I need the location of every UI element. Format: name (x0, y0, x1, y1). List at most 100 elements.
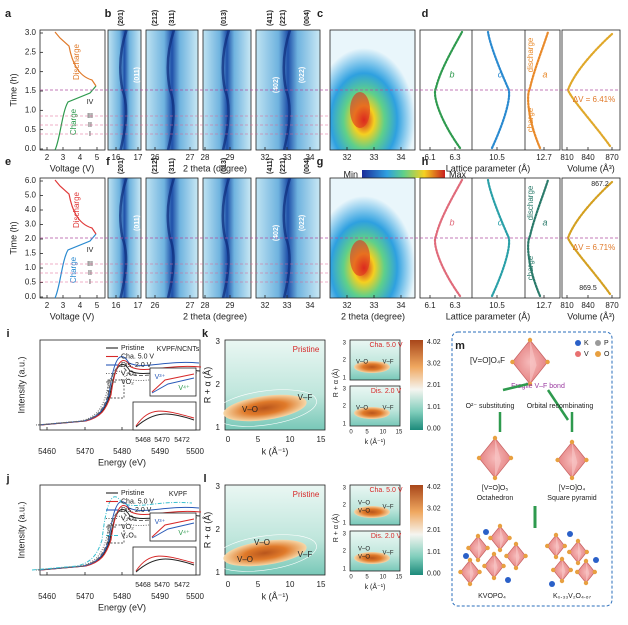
label: III (87, 261, 93, 268)
label: (011) (134, 215, 141, 231)
label: 1 (343, 376, 347, 382)
label: Time (h) (8, 73, 18, 106)
label: O (604, 351, 610, 358)
arrow (546, 389, 570, 421)
panel-letter: g (317, 156, 324, 168)
label: 2 (216, 380, 221, 389)
inset (149, 512, 197, 542)
label: V–O (242, 405, 258, 414)
label: R + α (Å) (331, 514, 340, 542)
label: 33 (370, 153, 379, 162)
label: 2.01 (427, 382, 441, 389)
label: 5 (95, 301, 100, 310)
label: V–F (382, 360, 393, 366)
label: 2 theta (degree) (183, 163, 247, 173)
lattice-b (434, 178, 464, 298)
label: V⁴⁺ (178, 385, 190, 392)
label: 0.00 (427, 571, 441, 578)
label: 5480 (113, 592, 131, 601)
label: 10 (380, 575, 387, 581)
crystal-face (494, 554, 498, 578)
label: (022) (299, 67, 306, 83)
label: 5.0 (25, 191, 37, 200)
atom (545, 543, 550, 549)
label: 5460 (38, 447, 56, 456)
label: V–F (298, 550, 313, 559)
label: Min (343, 169, 358, 179)
label: 29 (226, 153, 235, 162)
label: V₂O₃ (121, 515, 137, 522)
label: 5472 (174, 437, 190, 444)
crystal-face (500, 526, 504, 550)
label: 32 (343, 153, 352, 162)
k-atom (483, 529, 489, 535)
atom-key (575, 351, 581, 357)
crystal-face (478, 536, 482, 560)
label: a (542, 217, 547, 227)
crystal-face (516, 544, 520, 568)
label: 34 (397, 153, 406, 162)
curve (54, 85, 97, 151)
label: Max (449, 169, 467, 179)
curve (135, 413, 195, 428)
label: 16 (112, 301, 121, 310)
atom (482, 563, 487, 569)
atom-key (595, 351, 601, 357)
panel-letter: h (422, 156, 429, 168)
label: k (Å⁻¹) (365, 437, 386, 446)
atom (497, 523, 503, 529)
label: 3 (61, 301, 66, 310)
exafs-peak (223, 539, 307, 567)
curve (151, 522, 195, 539)
label: ΔV = 6.71% (573, 243, 615, 252)
label: 5500 (186, 447, 204, 456)
label: II (88, 122, 92, 129)
zoom-box (107, 379, 125, 399)
atom (513, 541, 519, 547)
label: Voltage (V) (50, 163, 95, 173)
label: 3 (216, 337, 221, 346)
atom (569, 475, 575, 481)
label: 2 (216, 525, 221, 534)
atom-key (595, 340, 601, 346)
label: Cha. 5.0 V (369, 487, 402, 494)
label: charge (526, 107, 535, 132)
label: V–O (358, 509, 370, 515)
label: 4.02 (427, 339, 441, 346)
label: Pristine (293, 490, 320, 499)
label: 3.02 (427, 506, 441, 513)
label: (221) (280, 158, 287, 174)
label: V₂O₃ (121, 370, 137, 377)
label: 26 (151, 153, 160, 162)
panel-letter: k (202, 328, 209, 340)
exafs-peak (354, 506, 390, 518)
label: 27 (186, 301, 195, 310)
label: 2 (343, 404, 347, 410)
curve (135, 410, 195, 427)
label: b (449, 69, 454, 79)
label: V (584, 351, 589, 358)
label: 2 (343, 503, 347, 509)
label: 1 (216, 423, 221, 432)
label: Energy (eV) (98, 602, 146, 612)
atom (491, 575, 497, 581)
label: V³⁺ (155, 374, 166, 381)
label: 6.1 (424, 153, 436, 162)
label: R + α (Å) (202, 512, 212, 548)
label: Orbital recombinating (527, 403, 594, 410)
atom (523, 553, 528, 559)
curve (54, 233, 97, 299)
label: VO₂ (121, 379, 134, 386)
label: III (87, 113, 93, 120)
label: Volume (Å³) (567, 163, 615, 173)
label: Cha. 5.0 V (121, 353, 154, 360)
curve (35, 515, 197, 571)
curve (135, 558, 195, 573)
atom (508, 455, 514, 461)
zoom-box (107, 524, 125, 544)
colorbar (410, 485, 423, 575)
label: (212) (152, 158, 159, 174)
label: (311) (169, 158, 176, 174)
label: KVPF/NCNTs (157, 346, 200, 353)
